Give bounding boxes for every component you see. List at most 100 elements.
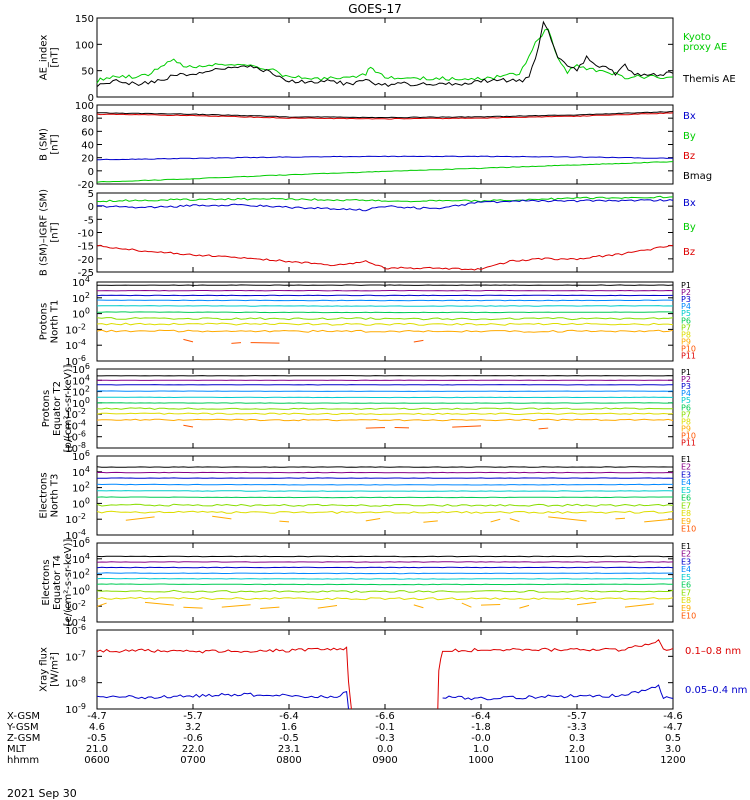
legend-entry: P8 bbox=[681, 330, 691, 339]
y-axis-label: B (SM) bbox=[39, 128, 50, 161]
y-axis-label: Xray flux bbox=[39, 647, 50, 692]
legend-entry: E8 bbox=[681, 509, 691, 518]
x-row-label: Y-GSM bbox=[6, 722, 39, 733]
legend-entry: P6 bbox=[681, 403, 691, 412]
legend-entry: By bbox=[683, 222, 696, 233]
legend-entry: E8 bbox=[681, 596, 691, 605]
y-tick-label: 100 bbox=[75, 40, 94, 51]
y-tick-label: 100 bbox=[72, 396, 90, 410]
series-line bbox=[96, 112, 674, 120]
series-segment bbox=[365, 517, 381, 522]
series-line bbox=[97, 284, 674, 286]
y-axis-label: Electrons bbox=[41, 559, 52, 605]
series-line bbox=[96, 322, 674, 326]
legend-entry: E7 bbox=[681, 588, 691, 597]
series-line bbox=[96, 589, 674, 594]
legend-entry: P7 bbox=[681, 410, 691, 419]
y-tick-label: 100 bbox=[72, 307, 90, 321]
x-row-label: X-GSM bbox=[7, 711, 40, 722]
legend-entry: P4 bbox=[681, 389, 691, 398]
panel-frame bbox=[96, 17, 674, 98]
x-row-value: -1.8 bbox=[471, 722, 491, 733]
x-axis-annotation: X-GSM -4.7 -5.7 -6.4 -6.6 -6.4 -5.7 -4.6 Y-GSM 4.… bbox=[6, 711, 686, 766]
y-tick-label: 10-4 bbox=[65, 615, 86, 629]
legend-entry: 0.05–0.4 nm bbox=[685, 685, 747, 696]
legend-entry: E2 bbox=[681, 550, 691, 559]
series-segment bbox=[365, 427, 386, 429]
y-tick-label: -5 bbox=[84, 215, 94, 226]
y-tick-label: 104 bbox=[72, 373, 90, 387]
x-row-value: -0.5 bbox=[87, 733, 107, 744]
x-row-value: -4.7 bbox=[663, 722, 683, 733]
legend-entry: Bx bbox=[683, 198, 696, 209]
legend-entry: E1 bbox=[681, 542, 691, 551]
legend-entry: By bbox=[683, 131, 696, 142]
legend-entry: 0.1–0.8 nm bbox=[685, 646, 741, 657]
series-line bbox=[96, 407, 673, 411]
x-row-value: -0.5 bbox=[279, 733, 299, 744]
y-tick-label: -15 bbox=[78, 242, 94, 253]
series-segment bbox=[260, 606, 280, 609]
y-tick-label: 106 bbox=[72, 449, 90, 463]
x-row-value: -6.4 bbox=[471, 711, 491, 722]
y-axis-label: AE_index bbox=[39, 35, 50, 81]
legend-entry: E9 bbox=[681, 604, 691, 613]
legend-entry: P4 bbox=[681, 302, 691, 311]
legend-entry: Bx bbox=[683, 111, 696, 122]
x-row-value: 0.0 bbox=[377, 744, 393, 755]
x-row-value: 4.6 bbox=[89, 722, 105, 733]
x-row-value: -6.4 bbox=[279, 711, 299, 722]
series-segment bbox=[183, 606, 203, 609]
y-tick-label: 10-4 bbox=[65, 418, 86, 432]
legend-entry: P8 bbox=[681, 417, 691, 426]
y-axis-label: [nT] bbox=[50, 47, 61, 67]
series-segment bbox=[279, 520, 290, 523]
legend-entry: P1 bbox=[681, 281, 691, 290]
y-tick-label: 10-2 bbox=[65, 599, 86, 613]
panel-frame bbox=[96, 192, 674, 273]
y-tick-label: 106 bbox=[72, 536, 90, 550]
y-tick-label: 10-8 bbox=[65, 441, 86, 455]
series-segment bbox=[615, 517, 626, 520]
y-tick-label: 106 bbox=[72, 362, 90, 376]
y-tick-label: -10 bbox=[78, 229, 94, 240]
x-row-value: 22.0 bbox=[182, 744, 204, 755]
legend-entry: E10 bbox=[681, 525, 696, 534]
series-segment bbox=[490, 518, 501, 523]
series-line bbox=[96, 510, 674, 514]
series-line bbox=[96, 402, 674, 404]
y-tick-label: 10-7 bbox=[65, 649, 86, 663]
y-tick-label: 60 bbox=[81, 127, 94, 138]
series-line bbox=[96, 412, 674, 416]
x-row-value: 3.2 bbox=[185, 722, 201, 733]
date-label: 2021 Sep 30 bbox=[7, 787, 77, 800]
y-tick-label: 80 bbox=[81, 114, 94, 125]
series-line bbox=[96, 28, 674, 84]
y-tick-label: 10-6 bbox=[65, 623, 86, 637]
y-tick-label: 104 bbox=[72, 275, 90, 289]
y-axis-label: [nT] bbox=[50, 222, 61, 242]
series-line bbox=[96, 561, 674, 563]
legend-entry: Themis AE bbox=[682, 74, 736, 85]
x-row-value: -0.1 bbox=[375, 722, 395, 733]
y-tick-label: 10-2 bbox=[65, 512, 86, 526]
legend-entry: E1 bbox=[681, 455, 691, 464]
series-line bbox=[96, 390, 674, 393]
legend-entry: P9 bbox=[681, 337, 691, 346]
x-row-value: 0700 bbox=[180, 755, 205, 766]
y-axis-label: Equator T2 bbox=[52, 381, 63, 436]
y-tick-label: 10-4 bbox=[65, 528, 86, 542]
y-tick-label: 10-6 bbox=[65, 430, 86, 444]
series-line bbox=[96, 299, 674, 302]
chart-title: GOES-17 bbox=[348, 2, 402, 16]
legend-entry: P5 bbox=[681, 396, 691, 405]
legend-entry: E6 bbox=[681, 494, 691, 503]
series-line bbox=[96, 646, 352, 710]
x-row-value: 0600 bbox=[84, 755, 109, 766]
x-row-value: 21.0 bbox=[86, 744, 108, 755]
legend-entry: E3 bbox=[681, 470, 691, 479]
legend-entry: E3 bbox=[681, 557, 691, 566]
